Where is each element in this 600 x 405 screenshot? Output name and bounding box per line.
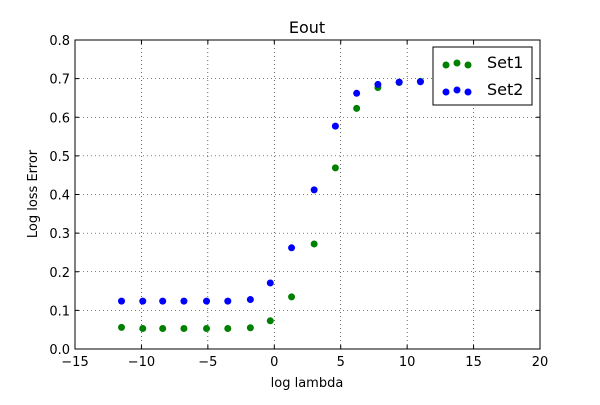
point-set1	[139, 325, 147, 333]
x-tick-label: −5	[198, 355, 217, 370]
legend-box	[432, 46, 533, 106]
point-set2	[310, 186, 318, 194]
legend-marker-set2	[464, 88, 472, 96]
point-set2	[180, 297, 188, 305]
x-tick-label: 0	[270, 355, 278, 370]
legend-marker-set1	[442, 61, 450, 69]
point-set2	[246, 296, 254, 304]
legend-markers	[442, 59, 472, 96]
point-set1	[180, 325, 188, 333]
point-set2	[374, 80, 382, 88]
x-tick-label: 5	[337, 355, 345, 370]
x-tick-label: 20	[532, 355, 549, 370]
x-axis-label: log lambda	[271, 376, 344, 391]
y-tick-label: 0.8	[49, 34, 70, 49]
point-set2	[416, 78, 424, 86]
y-tick-label: 0.2	[49, 266, 70, 281]
point-set1	[118, 323, 125, 331]
legend-marker-set2	[453, 86, 461, 94]
y-tick-label: 0.6	[49, 111, 70, 126]
point-set2	[139, 297, 147, 305]
point-set1	[353, 104, 361, 112]
legend-marker-set1	[453, 59, 461, 67]
point-set1	[203, 325, 211, 333]
y-tick-label: 0.7	[49, 73, 70, 88]
x-tick-label: 10	[399, 355, 416, 370]
legend-marker-set1	[464, 61, 472, 69]
y-tick-label: 0.5	[49, 150, 70, 165]
point-set1	[266, 317, 274, 325]
legend: Set1 Set2	[432, 46, 533, 106]
y-tick-label: 0.1	[49, 304, 70, 319]
x-tick-label: −10	[128, 355, 155, 370]
x-tick-label: −15	[61, 355, 88, 370]
y-axis-label: Log loss Error	[26, 149, 41, 238]
point-set2	[331, 122, 339, 130]
legend-marker-set2	[442, 88, 450, 96]
y-tick-labels: 0.0 0.1 0.2 0.3 0.4 0.5 0.6 0.7 0.8	[49, 34, 70, 358]
point-set1	[224, 325, 232, 333]
x-tick-labels: −15 −10 −5 0 5 10 15 20	[61, 355, 548, 370]
chart-title: Eout	[289, 18, 325, 37]
point-set2	[288, 244, 296, 252]
plot-frame	[74, 39, 541, 350]
point-set1	[246, 324, 254, 332]
y-tick-label: 0.3	[49, 227, 70, 242]
point-set2	[118, 297, 125, 305]
legend-label-set1: Set1	[487, 53, 523, 72]
point-set2	[159, 297, 167, 305]
y-tick-label: 0.4	[49, 189, 70, 204]
point-set1	[331, 164, 339, 172]
legend-label-set2: Set2	[487, 80, 523, 99]
point-set2	[266, 279, 274, 287]
point-set2	[203, 297, 211, 305]
data-points	[118, 77, 424, 333]
point-set2	[224, 297, 232, 305]
point-set2	[353, 89, 361, 97]
point-set1	[159, 325, 167, 333]
point-set1	[288, 293, 296, 301]
point-set1	[310, 240, 318, 248]
y-tick-label: 0.0	[49, 343, 70, 358]
x-tick-label: 15	[465, 355, 482, 370]
point-set2	[395, 78, 403, 86]
